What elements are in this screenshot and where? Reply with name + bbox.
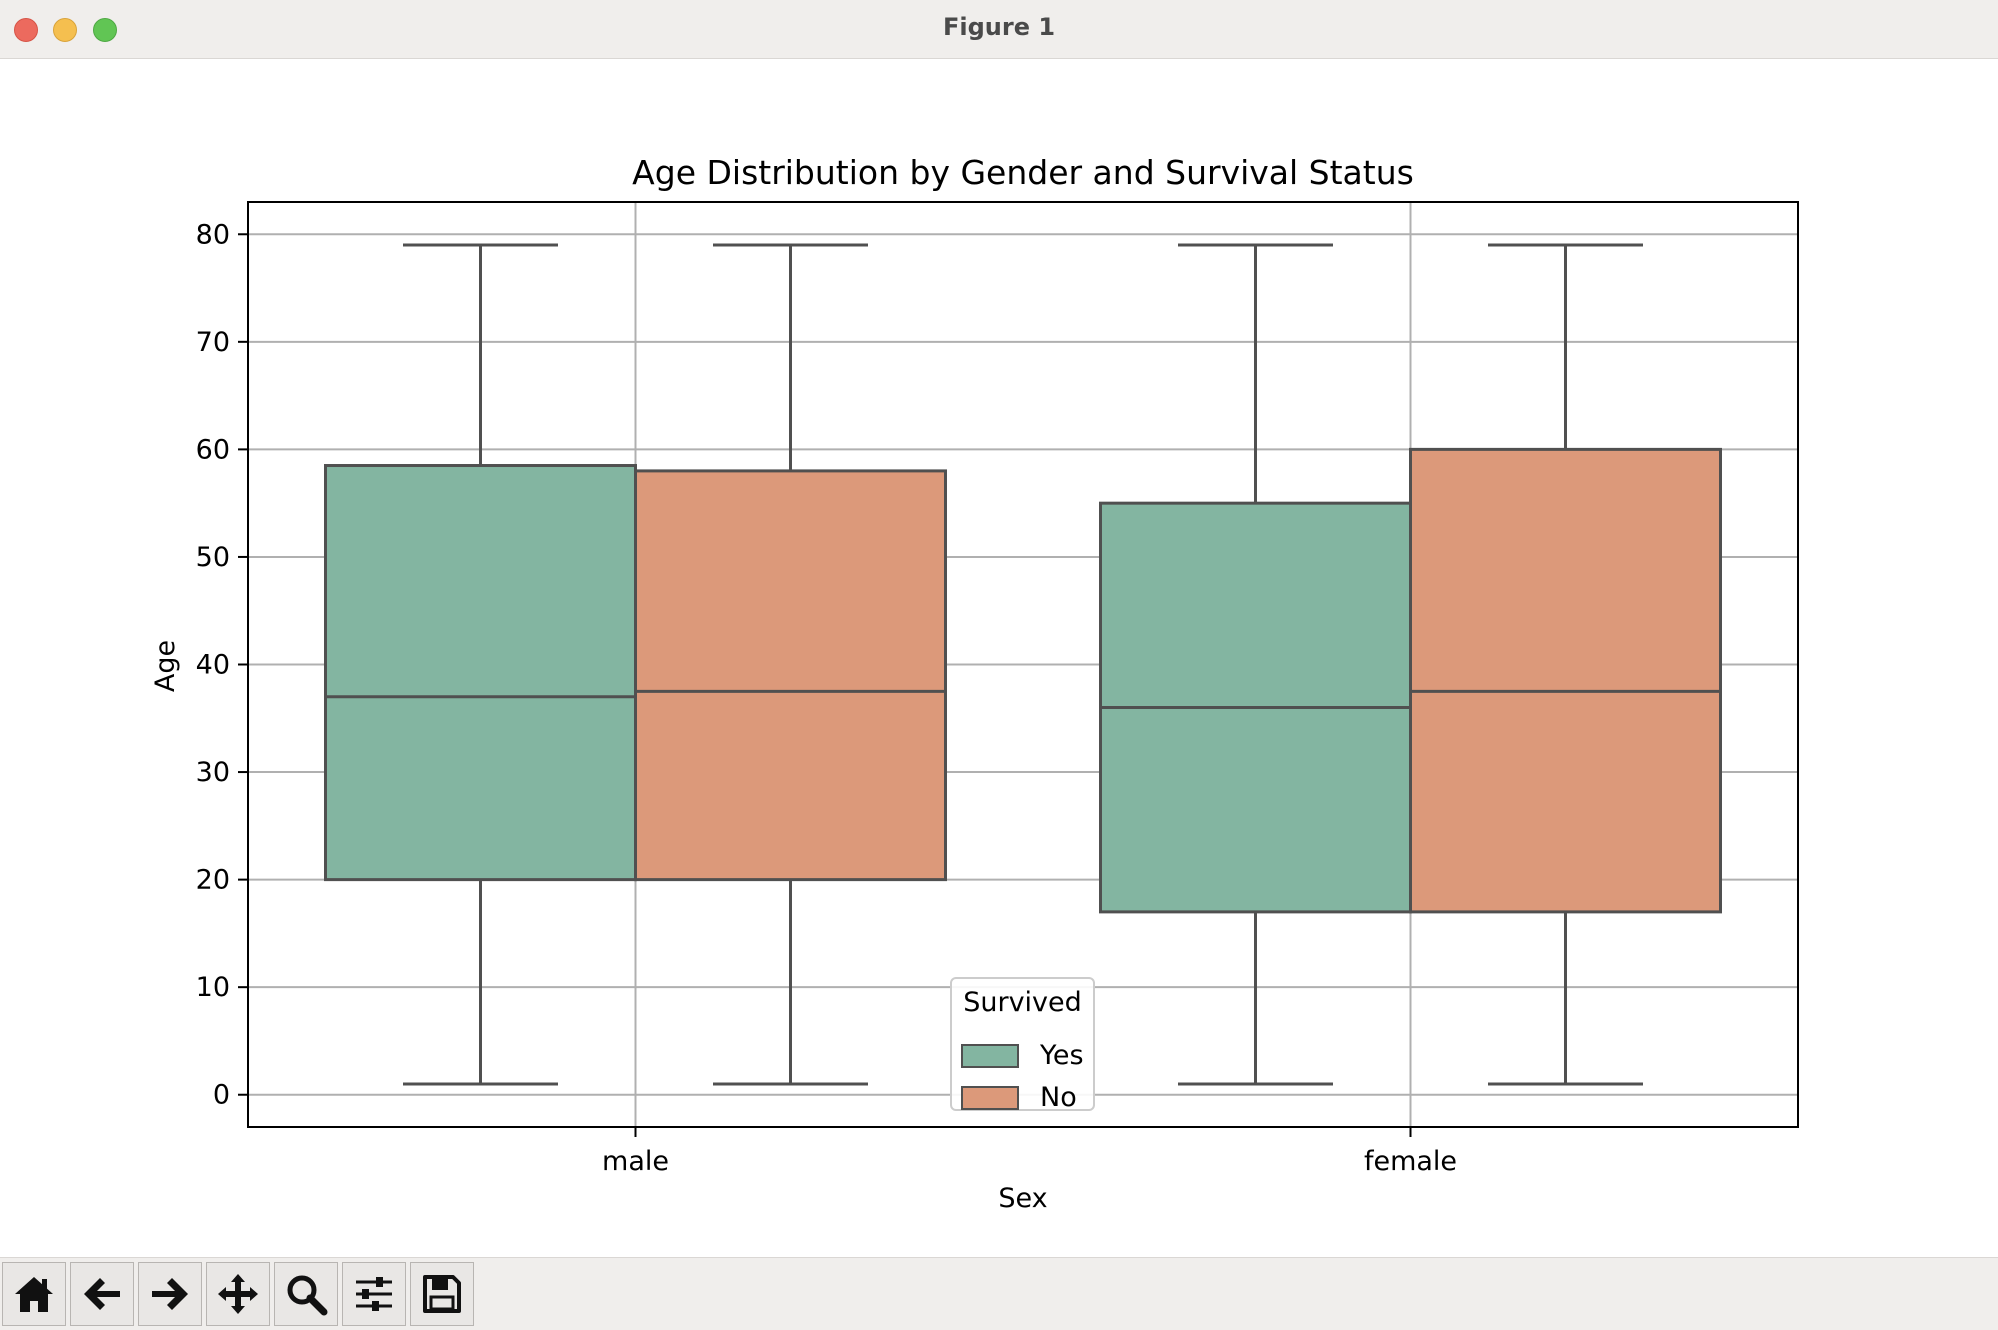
legend-swatch-no [961,1086,1019,1110]
y-tick-label: 30 [196,757,230,788]
iqr-box [1409,447,1722,914]
legend-title: Survived [963,987,1082,1018]
y-tick-label: 80 [196,219,230,250]
iqr-box [634,469,947,882]
y-tick-label: 0 [213,1080,230,1111]
window-title: Figure 1 [942,13,1056,41]
back-arrow-icon [84,1278,120,1310]
legend-label-yes: Yes [1039,1040,1084,1071]
iqr-box [324,464,637,882]
y-tick-label: 20 [196,865,230,896]
configure-subplots-icon [356,1277,392,1311]
y-tick-label: 60 [196,434,230,465]
chart-canvas: 0 10 20 30 40 50 60 70 80 male female Age Distrib… [150,153,1799,1214]
y-tick-label: 10 [196,972,230,1003]
minimize-window-button[interactable] [53,18,77,42]
chart-title: Age Distribution by Gender and Survival … [632,153,1414,192]
save-button[interactable] [410,1262,474,1326]
maximize-window-button[interactable] [93,18,117,42]
y-axis-label: Age [150,640,181,692]
legend-swatch-yes [961,1044,1019,1068]
y-tick-label: 40 [196,650,230,681]
title-bar: Figure 1 [0,0,1998,59]
legend: Survived Yes No [950,977,1095,1113]
configure-subplots-button[interactable] [342,1262,406,1326]
box-male-yes [324,243,637,1086]
close-window-button[interactable] [14,18,38,42]
zoom-button[interactable] [274,1262,338,1326]
x-tick-label-female: female [1364,1146,1457,1177]
legend-label-no: No [1040,1082,1077,1113]
y-axis-ticks: 0 10 20 30 40 50 60 70 80 [196,219,248,1111]
box-male-no [634,243,947,1086]
back-button[interactable] [70,1262,134,1326]
home-icon [15,1277,53,1312]
box-female-no [1409,243,1722,1086]
save-icon [423,1275,461,1313]
pan-icon [218,1274,258,1314]
home-button[interactable] [2,1262,66,1326]
pan-button[interactable] [206,1262,270,1326]
box-plots [324,243,1722,1086]
x-tick-label-male: male [602,1146,669,1177]
y-tick-label: 70 [196,327,230,358]
forward-arrow-icon [152,1278,188,1310]
y-tick-label: 50 [196,542,230,573]
legend-frame [950,977,1095,1111]
navigation-toolbar [0,1257,1998,1330]
forward-button[interactable] [138,1262,202,1326]
x-axis-label: Sex [998,1183,1047,1214]
box-female-yes [1099,243,1412,1086]
x-axis-ticks: male female [602,1127,1457,1177]
zoom-icon [287,1275,328,1316]
